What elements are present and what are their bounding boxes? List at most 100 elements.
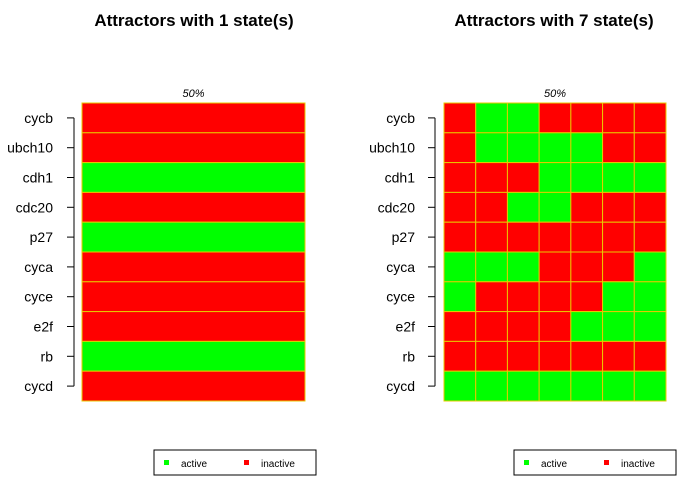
heatmap-cell xyxy=(570,370,604,402)
heatmap-cell xyxy=(602,251,635,283)
heatmap-cell xyxy=(475,370,508,402)
gene-label: cyca xyxy=(24,259,53,275)
heatmap-cell xyxy=(443,370,477,402)
gene-label: cycb xyxy=(24,110,53,126)
heatmap-cell xyxy=(475,311,508,342)
heatmap-cell xyxy=(81,281,306,313)
gene-label: cdc20 xyxy=(16,199,54,215)
heatmap-cell xyxy=(81,251,306,283)
heatmap-cell xyxy=(633,162,667,193)
heatmap-cell xyxy=(506,251,540,283)
legend-label-active: active xyxy=(181,459,208,470)
heatmap-cell xyxy=(602,340,635,372)
heatmap-cell xyxy=(538,281,572,313)
gene-label: cycb xyxy=(386,110,415,126)
legend-swatch-inactive xyxy=(604,460,609,465)
heatmap-cell xyxy=(538,191,572,223)
heatmap-cell xyxy=(81,370,306,402)
heatmap-cell xyxy=(475,162,508,193)
heatmap-cell xyxy=(570,191,604,223)
heatmap-cell xyxy=(633,221,667,253)
gene-label: e2f xyxy=(34,319,54,335)
heatmap-cell xyxy=(443,221,477,253)
heatmap-cell xyxy=(443,251,477,283)
heatmap-cell xyxy=(570,162,604,193)
heatmap-cell xyxy=(443,162,477,193)
heatmap-cell xyxy=(443,311,477,342)
legend: active inactive xyxy=(513,449,677,476)
heatmap-cell xyxy=(602,132,635,164)
heatmap-cell xyxy=(633,281,667,313)
gene-label: e2f xyxy=(396,319,416,335)
attractor-basin-percentage: 50% xyxy=(182,88,204,100)
gene-label: p27 xyxy=(392,229,416,245)
heatmap-cell xyxy=(475,221,508,253)
heatmap-cell xyxy=(81,311,306,342)
legend-box xyxy=(153,449,317,476)
heatmap-cell xyxy=(538,132,572,164)
legend-label-inactive: inactive xyxy=(261,459,295,470)
gene-label: cyce xyxy=(386,289,415,305)
heatmap-cell xyxy=(443,191,477,223)
heatmap-cell xyxy=(538,311,572,342)
heatmap-cell xyxy=(506,221,540,253)
heatmap-cell xyxy=(633,370,667,402)
heatmap-cell xyxy=(633,311,667,342)
gene-label: cdh1 xyxy=(23,170,54,186)
heatmap-cell xyxy=(633,102,667,134)
heatmap-cell xyxy=(475,102,508,134)
heatmap-cell xyxy=(506,340,540,372)
heatmap-cell xyxy=(538,340,572,372)
heatmap-cell xyxy=(506,191,540,223)
heatmap-cell xyxy=(633,132,667,164)
heatmap-cell xyxy=(633,191,667,223)
heatmap-cell xyxy=(506,311,540,342)
legend-box xyxy=(513,449,677,476)
heatmap-cell xyxy=(475,281,508,313)
heatmap-cell xyxy=(506,370,540,402)
gene-label: ubch10 xyxy=(7,140,53,156)
legend-swatch-active xyxy=(524,460,529,465)
heatmap-cell xyxy=(570,221,604,253)
chart-title: Attractors with 1 state(s) xyxy=(94,11,293,30)
heatmap-cell xyxy=(506,162,540,193)
gene-label: cyce xyxy=(24,289,53,305)
gene-label: ubch10 xyxy=(369,140,415,156)
heatmap-cell xyxy=(475,132,508,164)
heatmap-cell xyxy=(570,102,604,134)
attractor-basin-percentage: 50% xyxy=(544,88,566,100)
heatmap-cell xyxy=(602,221,635,253)
heatmap-cell xyxy=(602,311,635,342)
heatmap-cell xyxy=(475,251,508,283)
heatmap-cell xyxy=(81,191,306,223)
legend-label-active: active xyxy=(541,459,568,470)
heatmap-cell xyxy=(81,221,306,253)
heatmap-cell xyxy=(570,251,604,283)
gene-label: p27 xyxy=(30,229,54,245)
heatmap-cell xyxy=(443,281,477,313)
heatmap-cell xyxy=(602,370,635,402)
heatmap-panel-2: Attractors with 7 state(s) 50% cycb ubch10 c… xyxy=(369,11,677,476)
heatmap-cell xyxy=(602,162,635,193)
gene-label: cdh1 xyxy=(385,170,416,186)
heatmap-cell xyxy=(81,340,306,372)
legend-label-inactive: inactive xyxy=(621,459,655,470)
heatmap-cell xyxy=(538,221,572,253)
heatmap-cell xyxy=(602,102,635,134)
legend-swatch-active xyxy=(164,460,169,465)
heatmap-cell xyxy=(475,340,508,372)
heatmap-cell xyxy=(538,162,572,193)
heatmap-cell xyxy=(81,162,306,193)
heatmap-cell xyxy=(602,281,635,313)
heatmap-cell xyxy=(602,191,635,223)
gene-label: cyca xyxy=(386,259,415,275)
heatmap-cell xyxy=(570,132,604,164)
legend-swatch-inactive xyxy=(244,460,249,465)
heatmap-cell xyxy=(538,370,572,402)
gene-label: rb xyxy=(41,348,54,364)
heatmap-cell xyxy=(538,251,572,283)
heatmap-panel-1: Attractors with 1 state(s) 50% cycb ubch10 c… xyxy=(7,11,317,476)
heatmap-cell xyxy=(570,281,604,313)
heatmap-cell xyxy=(443,132,477,164)
